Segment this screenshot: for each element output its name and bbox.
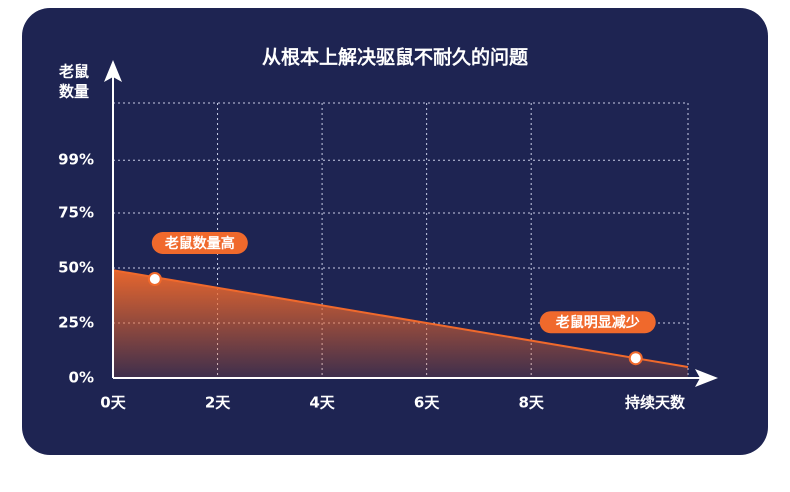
point: [147, 272, 162, 286]
y-axis-label: 老鼠: [58, 63, 89, 81]
x-tick-label: 0天: [100, 394, 126, 412]
y-tick-label: 75%: [58, 204, 94, 222]
x-tick-label: 6天: [414, 394, 440, 412]
y-tick-label: 50%: [58, 259, 94, 277]
y-tick-label: 25%: [58, 314, 94, 332]
point: [628, 351, 643, 366]
y-tick-label: 0%: [69, 369, 94, 387]
area: [113, 270, 688, 378]
annotation-box: [151, 232, 248, 254]
chart-title: 从根本上解决驱鼠不耐久的问题: [262, 46, 528, 69]
panel: [22, 8, 768, 455]
y-tick-label: 99%: [58, 151, 94, 169]
y-axis-label: 数量: [59, 83, 89, 101]
x-axis-label: 持续天数: [625, 394, 686, 412]
line: [112, 269, 689, 368]
annotation-box: [539, 311, 656, 334]
x-axis-arrow: [695, 369, 718, 387]
x-tick-label: 2天: [205, 394, 231, 412]
annotation-label: 老鼠数量高: [165, 235, 235, 252]
x-tick-label: 8天: [518, 394, 544, 412]
x-tick-label: 4天: [309, 394, 335, 412]
annotation-label: 老鼠明显减少: [556, 314, 640, 331]
y-axis-arrow: [104, 60, 122, 82]
